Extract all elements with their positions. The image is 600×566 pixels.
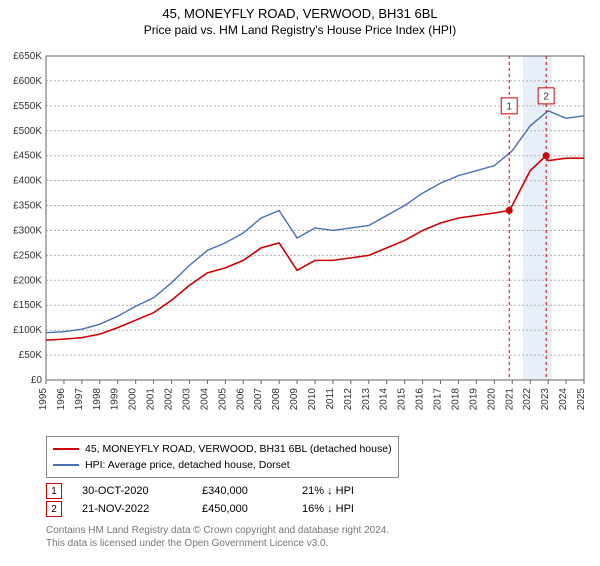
svg-text:2010: 2010 <box>307 388 318 411</box>
svg-text:2012: 2012 <box>343 388 354 411</box>
legend-item: 45, MONEYFLY ROAD, VERWOOD, BH31 6BL (de… <box>53 441 392 457</box>
svg-text:1: 1 <box>506 101 512 112</box>
chart-legend: 45, MONEYFLY ROAD, VERWOOD, BH31 6BL (de… <box>46 436 399 478</box>
svg-text:2018: 2018 <box>450 388 461 411</box>
sale-delta: 21% ↓ HPI <box>302 485 354 497</box>
svg-text:£150K: £150K <box>13 300 42 311</box>
sale-marker-id: 2 <box>51 504 57 515</box>
svg-text:1995: 1995 <box>38 388 49 411</box>
chart-container: { "title": "45, MONEYFLY ROAD, VERWOOD, … <box>0 6 600 566</box>
svg-text:£200K: £200K <box>13 275 42 286</box>
sale-date: 30-OCT-2020 <box>82 485 182 497</box>
svg-text:2021: 2021 <box>504 388 515 411</box>
sale-marker-box: 1 <box>46 483 62 499</box>
svg-text:2004: 2004 <box>199 388 210 411</box>
sale-row: 1 30-OCT-2020 £340,000 21% ↓ HPI <box>46 482 354 500</box>
legend-item: HPI: Average price, detached house, Dors… <box>53 457 392 473</box>
svg-text:£50K: £50K <box>19 350 43 361</box>
svg-text:2022: 2022 <box>522 388 533 411</box>
svg-text:2013: 2013 <box>361 388 372 411</box>
sale-price: £450,000 <box>202 503 282 515</box>
svg-text:£500K: £500K <box>13 126 42 137</box>
svg-text:2000: 2000 <box>128 388 139 411</box>
svg-text:2025: 2025 <box>576 388 587 411</box>
svg-text:1996: 1996 <box>56 388 67 411</box>
svg-text:1997: 1997 <box>74 388 85 411</box>
sale-row: 2 21-NOV-2022 £450,000 16% ↓ HPI <box>46 500 354 518</box>
svg-text:£650K: £650K <box>13 51 42 62</box>
legend-label: HPI: Average price, detached house, Dors… <box>85 459 290 471</box>
svg-text:2007: 2007 <box>253 388 264 411</box>
svg-text:2003: 2003 <box>181 388 192 411</box>
legend-swatch <box>53 448 79 450</box>
svg-text:2005: 2005 <box>217 388 228 411</box>
sale-date: 21-NOV-2022 <box>82 503 182 515</box>
svg-text:1998: 1998 <box>92 388 103 411</box>
svg-text:1999: 1999 <box>110 388 121 411</box>
credit-line: This data is licensed under the Open Gov… <box>46 538 328 549</box>
svg-text:£450K: £450K <box>13 151 42 162</box>
sale-marker-id: 1 <box>51 486 57 497</box>
legend-swatch <box>53 464 79 466</box>
credit-text: Contains HM Land Registry data © Crown c… <box>46 524 389 550</box>
svg-text:2008: 2008 <box>271 388 282 411</box>
svg-text:2015: 2015 <box>397 388 408 411</box>
svg-text:£300K: £300K <box>13 225 42 236</box>
sale-delta: 16% ↓ HPI <box>302 503 354 515</box>
line-chart-svg: £0 £50K £100K £150K £200K £250K £300K £350K £400… <box>0 50 600 430</box>
svg-text:2019: 2019 <box>468 388 479 411</box>
svg-text:2001: 2001 <box>146 388 157 411</box>
chart-plot-area: £0 £50K £100K £150K £200K £250K £300K £350K £400… <box>0 50 600 430</box>
svg-text:2: 2 <box>543 92 549 103</box>
svg-text:£550K: £550K <box>13 101 42 112</box>
legend-label: 45, MONEYFLY ROAD, VERWOOD, BH31 6BL (de… <box>85 443 392 455</box>
chart-subtitle: Price paid vs. HM Land Registry's House … <box>0 23 600 37</box>
svg-text:£100K: £100K <box>13 325 42 336</box>
chart-title: 45, MONEYFLY ROAD, VERWOOD, BH31 6BL <box>0 6 600 21</box>
svg-text:2009: 2009 <box>289 388 300 411</box>
svg-text:£0: £0 <box>31 375 43 386</box>
sale-table: 1 30-OCT-2020 £340,000 21% ↓ HPI 2 21-NO… <box>46 482 354 518</box>
svg-text:2014: 2014 <box>379 388 390 411</box>
svg-text:2016: 2016 <box>415 388 426 411</box>
svg-text:2017: 2017 <box>433 388 444 411</box>
svg-text:£250K: £250K <box>13 250 42 261</box>
svg-text:2023: 2023 <box>540 388 551 411</box>
svg-text:2002: 2002 <box>164 388 175 411</box>
svg-text:2024: 2024 <box>558 388 569 411</box>
svg-text:£400K: £400K <box>13 176 42 187</box>
credit-line: Contains HM Land Registry data © Crown c… <box>46 525 389 536</box>
sale-price: £340,000 <box>202 485 282 497</box>
sale-marker-box: 2 <box>46 501 62 517</box>
svg-text:£600K: £600K <box>13 76 42 87</box>
svg-text:2011: 2011 <box>325 388 336 410</box>
svg-text:2020: 2020 <box>486 388 497 411</box>
svg-text:£350K: £350K <box>13 201 42 212</box>
svg-text:2006: 2006 <box>235 388 246 411</box>
